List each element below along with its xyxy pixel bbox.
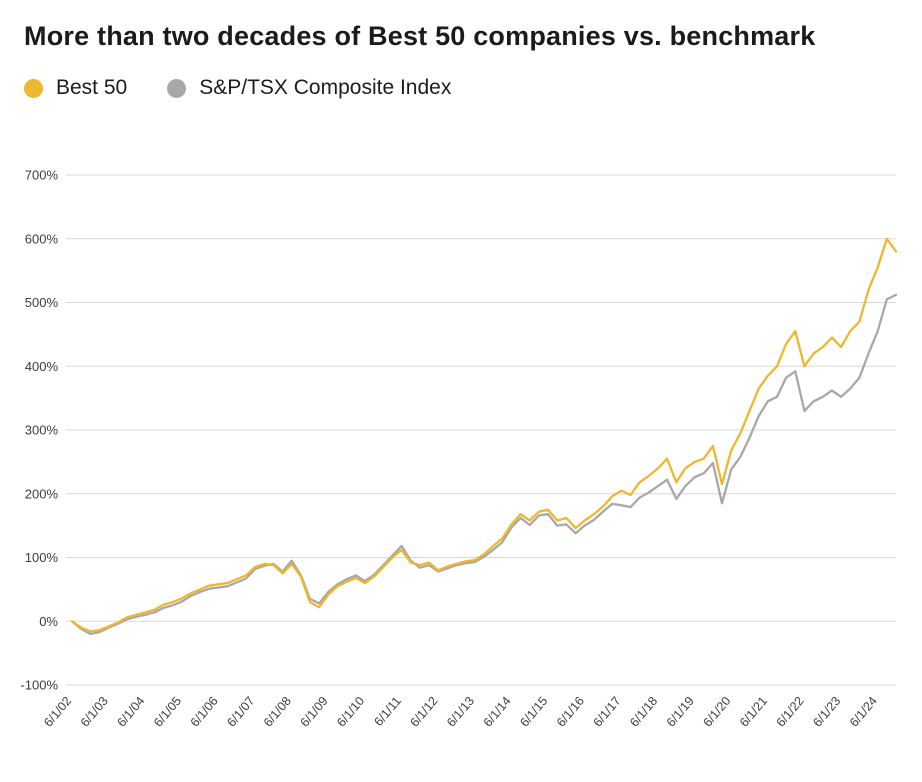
svg-text:-100%: -100% (20, 678, 58, 693)
chart-area: 700% 600% 500% 400% 300% 200% 100% 0% -100% 6/1/0… (0, 148, 922, 782)
svg-text:6/1/15: 6/1/15 (517, 694, 550, 730)
svg-text:6/1/22: 6/1/22 (774, 694, 807, 730)
svg-text:6/1/12: 6/1/12 (407, 694, 440, 730)
svg-text:6/1/10: 6/1/10 (334, 694, 367, 730)
svg-text:6/1/11: 6/1/11 (371, 694, 403, 729)
svg-text:6/1/03: 6/1/03 (78, 694, 111, 730)
svg-text:400%: 400% (25, 359, 59, 374)
svg-text:200%: 200% (25, 486, 59, 501)
svg-text:6/1/23: 6/1/23 (810, 694, 843, 730)
chart-title: More than two decades of Best 50 compani… (24, 21, 816, 51)
svg-text:6/1/20: 6/1/20 (700, 694, 733, 730)
svg-text:6/1/24: 6/1/24 (847, 694, 880, 730)
svg-text:6/1/19: 6/1/19 (664, 694, 697, 730)
svg-text:6/1/04: 6/1/04 (114, 694, 147, 730)
line-chart-svg: 700%600%500%400%300%200%100%0%-100%6/1/0… (20, 168, 898, 730)
svg-text:6/1/06: 6/1/06 (188, 694, 221, 730)
svg-text:600%: 600% (25, 231, 59, 246)
svg-text:6/1/18: 6/1/18 (627, 694, 660, 730)
svg-text:6/1/14: 6/1/14 (481, 694, 514, 730)
legend-label-best50: Best 50 (56, 76, 128, 100)
svg-text:500%: 500% (25, 295, 59, 310)
legend-dot-best50-icon (24, 78, 43, 98)
svg-text:6/1/08: 6/1/08 (261, 694, 294, 730)
svg-text:6/1/07: 6/1/07 (224, 694, 257, 730)
legend-dot-benchmark-icon (167, 78, 187, 98)
svg-text:300%: 300% (25, 423, 59, 438)
svg-text:6/1/09: 6/1/09 (298, 694, 331, 730)
svg-text:6/1/16: 6/1/16 (554, 694, 587, 730)
legend-item-best50: Best 50 (24, 76, 127, 100)
svg-text:6/1/02: 6/1/02 (41, 694, 74, 730)
svg-text:6/1/21: 6/1/21 (737, 694, 770, 730)
svg-text:6/1/13: 6/1/13 (444, 694, 477, 730)
svg-text:700%: 700% (25, 168, 59, 183)
chart-legend: Best 50 S&P/TSX Composite Index (24, 76, 898, 100)
svg-text:6/1/17: 6/1/17 (591, 694, 624, 730)
svg-text:6/1/05: 6/1/05 (151, 694, 184, 730)
legend-label-benchmark: S&P/TSX Composite Index (199, 76, 452, 100)
svg-text:0%: 0% (39, 614, 58, 629)
legend-item-benchmark: S&P/TSX Composite Index (167, 76, 451, 100)
svg-text:100%: 100% (25, 550, 59, 565)
